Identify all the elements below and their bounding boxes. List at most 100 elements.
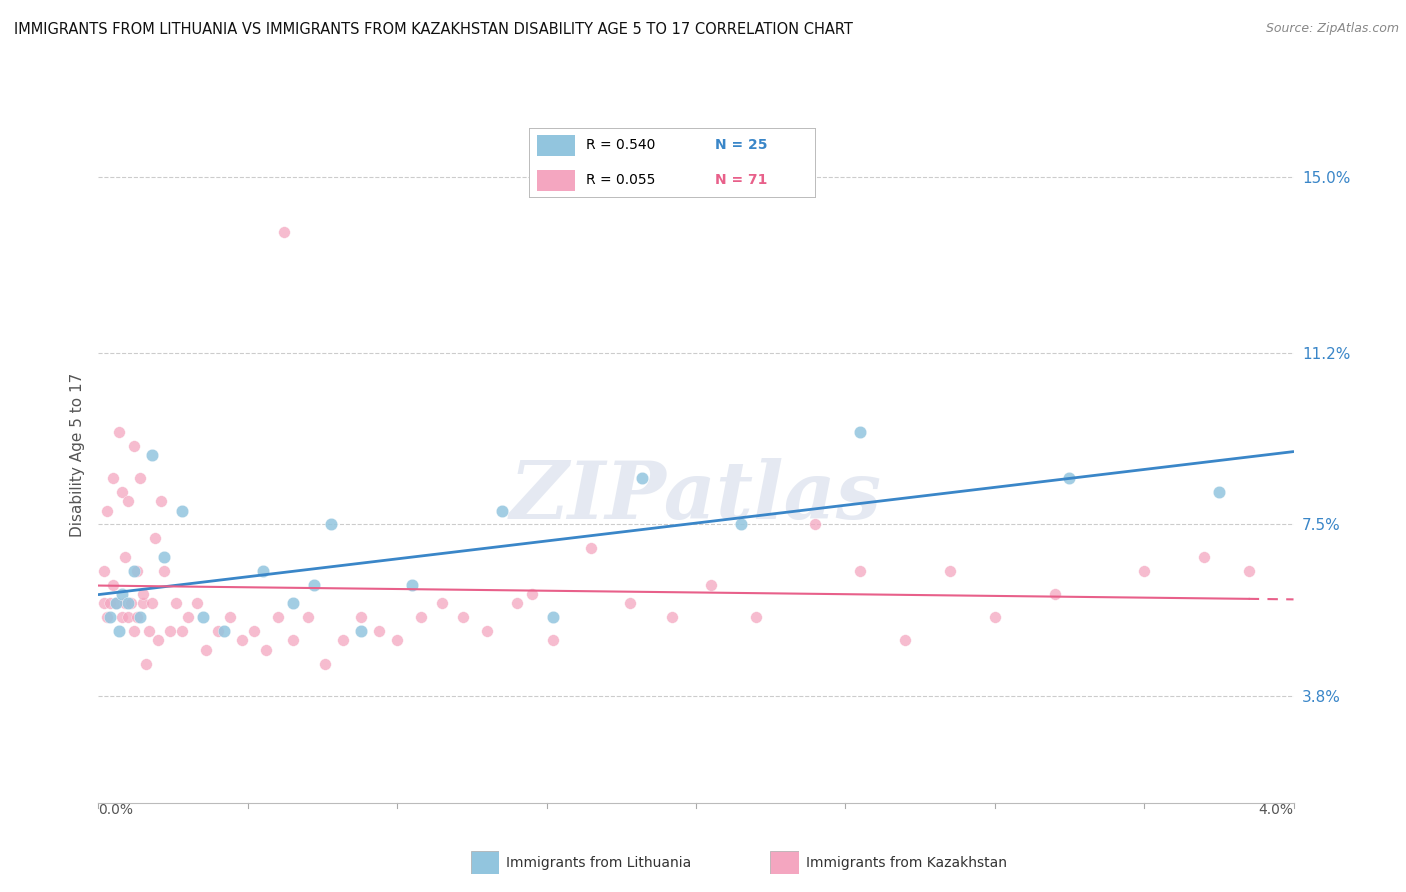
Point — [385, 633, 409, 648]
Point — [191, 610, 214, 624]
Point — [212, 624, 235, 639]
Point — [332, 633, 354, 648]
Point — [117, 610, 139, 624]
Point — [108, 624, 131, 639]
Point — [1208, 485, 1230, 500]
Point — [165, 596, 187, 610]
Point — [475, 624, 498, 639]
Point — [150, 494, 173, 508]
Text: Immigrants from Lithuania: Immigrants from Lithuania — [506, 856, 692, 871]
Point — [132, 587, 155, 601]
Point — [124, 624, 146, 639]
Point — [1059, 471, 1081, 485]
Point — [350, 610, 373, 624]
Point — [129, 610, 152, 624]
Point — [631, 471, 654, 485]
Point — [984, 610, 1007, 624]
Point — [129, 471, 152, 485]
Point — [114, 596, 136, 610]
Point — [103, 578, 125, 592]
Point — [98, 610, 122, 624]
Text: IMMIGRANTS FROM LITHUANIA VS IMMIGRANTS FROM KAZAKHSTAN DISABILITY AGE 5 TO 17 C: IMMIGRANTS FROM LITHUANIA VS IMMIGRANTS … — [14, 22, 853, 37]
Point — [745, 610, 768, 624]
Point — [111, 587, 134, 601]
Point — [207, 624, 229, 639]
Point — [297, 610, 319, 624]
Point — [411, 610, 433, 624]
Point — [506, 596, 529, 610]
Point — [281, 633, 304, 648]
Point — [132, 596, 155, 610]
Point — [93, 564, 115, 578]
Point — [315, 657, 337, 671]
Point — [273, 225, 295, 239]
Point — [135, 657, 157, 671]
Point — [804, 517, 827, 532]
Point — [111, 610, 134, 624]
Point — [143, 532, 166, 546]
Point — [141, 448, 163, 462]
Point — [894, 633, 917, 648]
Point — [254, 642, 277, 657]
Point — [661, 610, 683, 624]
Point — [127, 610, 149, 624]
Point — [252, 564, 274, 578]
Point — [581, 541, 603, 555]
Point — [243, 624, 266, 639]
Point — [939, 564, 962, 578]
Point — [350, 624, 373, 639]
Point — [401, 578, 423, 592]
Point — [120, 596, 142, 610]
Point — [520, 587, 543, 601]
Point — [111, 485, 134, 500]
Point — [153, 564, 176, 578]
Point — [451, 610, 474, 624]
Point — [108, 425, 131, 439]
Point — [430, 596, 453, 610]
Point — [281, 596, 304, 610]
Point — [93, 596, 115, 610]
Y-axis label: Disability Age 5 to 17: Disability Age 5 to 17 — [69, 373, 84, 537]
Point — [177, 610, 200, 624]
Point — [1192, 549, 1215, 564]
Point — [219, 610, 242, 624]
Point — [141, 596, 163, 610]
Point — [849, 425, 872, 439]
Point — [105, 596, 128, 610]
Text: Source: ZipAtlas.com: Source: ZipAtlas.com — [1265, 22, 1399, 36]
Point — [138, 624, 160, 639]
Point — [700, 578, 723, 592]
Point — [148, 633, 170, 648]
Point — [231, 633, 253, 648]
Point — [1133, 564, 1156, 578]
Point — [159, 624, 181, 639]
Point — [98, 596, 122, 610]
Point — [619, 596, 641, 610]
Point — [541, 610, 564, 624]
Text: 4.0%: 4.0% — [1258, 803, 1294, 817]
Point — [368, 624, 391, 639]
Point — [153, 549, 176, 564]
Text: 0.0%: 0.0% — [98, 803, 134, 817]
Text: Immigrants from Kazakhstan: Immigrants from Kazakhstan — [806, 856, 1007, 871]
Point — [96, 610, 118, 624]
Point — [302, 578, 325, 592]
Point — [117, 596, 139, 610]
Point — [849, 564, 872, 578]
Point — [117, 494, 139, 508]
Point — [1237, 564, 1260, 578]
Point — [124, 564, 146, 578]
Point — [491, 503, 513, 517]
Point — [267, 610, 290, 624]
Point — [127, 564, 149, 578]
Point — [124, 439, 146, 453]
Point — [541, 633, 564, 648]
Point — [103, 471, 125, 485]
Point — [172, 503, 194, 517]
Point — [194, 642, 218, 657]
Point — [186, 596, 208, 610]
Point — [730, 517, 752, 532]
Point — [321, 517, 343, 532]
Point — [114, 549, 136, 564]
Point — [172, 624, 194, 639]
